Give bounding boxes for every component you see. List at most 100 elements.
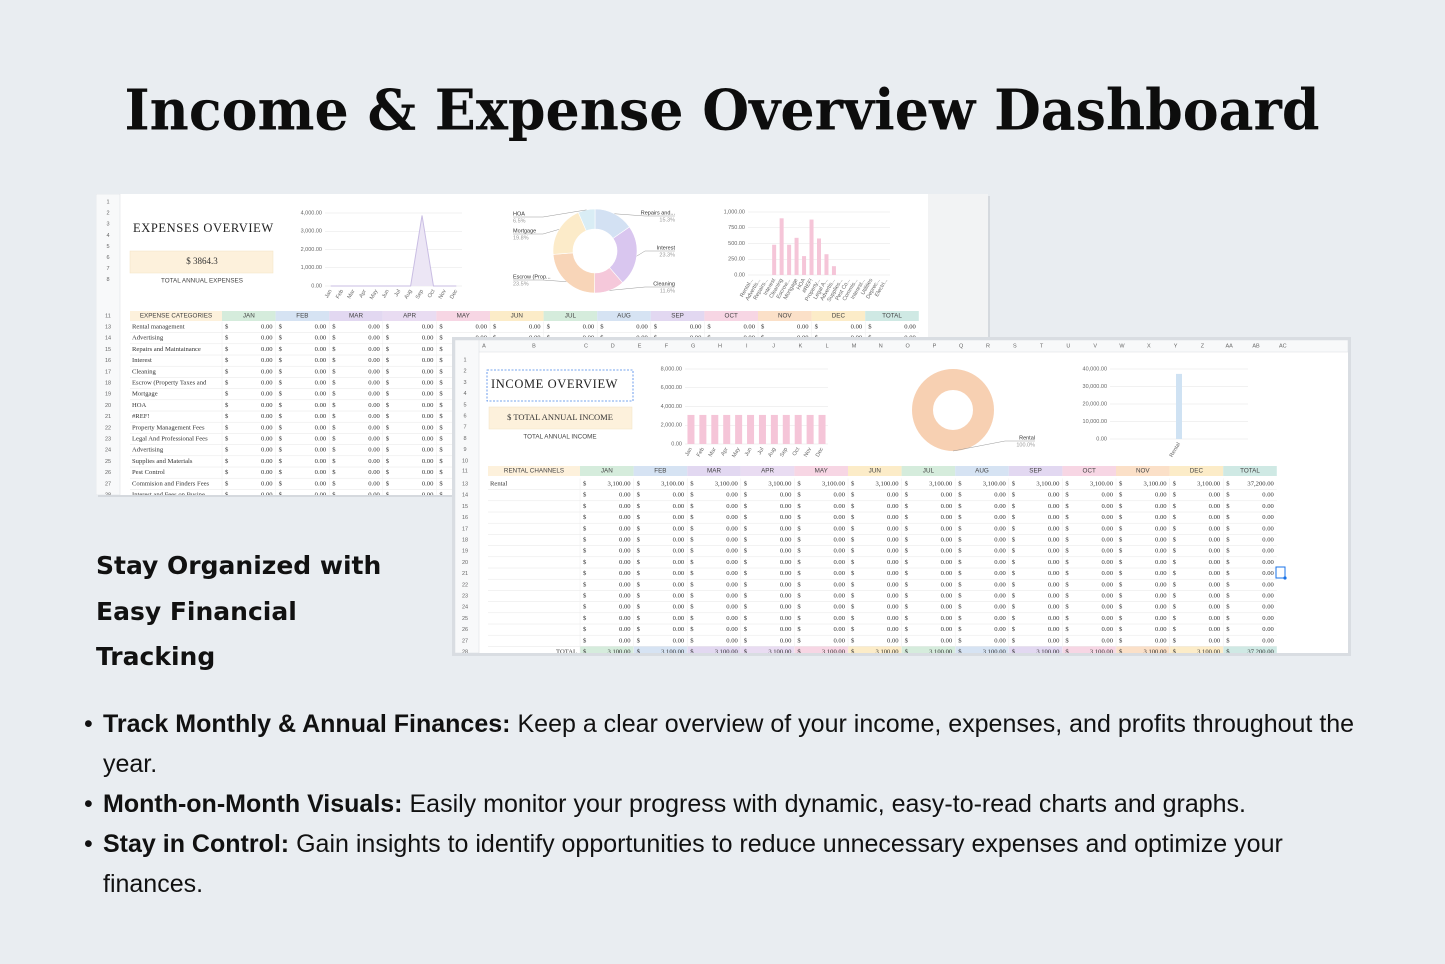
currency: $ <box>1226 615 1230 622</box>
currency: $ <box>1173 525 1177 532</box>
currency: $ <box>225 402 229 409</box>
currency: $ <box>279 324 283 331</box>
cell-value: 0.00 <box>1101 492 1113 499</box>
currency: $ <box>1173 503 1177 510</box>
x-tick-label: May <box>369 289 380 301</box>
currency: $ <box>690 548 694 555</box>
cell-value: 0.00 <box>619 503 631 510</box>
currency: $ <box>1119 604 1123 611</box>
cell-value: 0.00 <box>422 424 434 431</box>
cell-value: 0.00 <box>1101 570 1113 577</box>
cell-value: 0.00 <box>1048 525 1060 532</box>
cell-value: 0.00 <box>673 492 685 499</box>
currency: $ <box>637 525 641 532</box>
cell-value: 0.00 <box>887 503 899 510</box>
cell-value: 0.00 <box>1155 537 1167 544</box>
row-number: 13 <box>105 324 111 330</box>
cell-value: 0.00 <box>1101 626 1113 633</box>
row-number: 1 <box>463 357 466 363</box>
header-cell <box>811 311 866 321</box>
x-tick-label: Jun <box>381 289 391 300</box>
column-letter: Y <box>1174 343 1178 349</box>
header-cell <box>848 466 902 476</box>
bar <box>794 237 799 275</box>
row-number: 27 <box>105 481 111 487</box>
cell-value: 0.00 <box>1048 637 1060 644</box>
cell-value: 3,100.00 <box>1197 481 1221 488</box>
column-header: NOV <box>778 313 792 320</box>
bar <box>770 414 778 444</box>
currency: $ <box>493 324 497 331</box>
currency: $ <box>279 424 283 431</box>
currency: $ <box>1173 514 1177 521</box>
leader-line <box>636 250 675 257</box>
slice-label: 100.0% <box>1016 442 1035 448</box>
cell-value: 0.00 <box>726 503 738 510</box>
bar <box>1176 373 1182 439</box>
currency: $ <box>332 324 336 331</box>
currency: $ <box>797 559 801 566</box>
cell-value: 0.00 <box>1209 581 1221 588</box>
header-cell <box>955 466 1009 476</box>
cell-value: 0.00 <box>726 492 738 499</box>
currency: $ <box>744 503 748 510</box>
title-box <box>486 369 634 402</box>
currency: $ <box>1173 649 1177 656</box>
leader-line <box>609 286 675 291</box>
cell-value: 0.00 <box>833 492 845 499</box>
cell-value: 0.00 <box>1101 604 1113 611</box>
cell-value: 0.00 <box>726 604 738 611</box>
row-number: 3 <box>106 222 109 228</box>
currency: $ <box>279 436 283 443</box>
currency: $ <box>690 570 694 577</box>
currency: $ <box>1119 492 1123 499</box>
currency: $ <box>1119 570 1123 577</box>
currency: $ <box>1119 559 1123 566</box>
cell-value: 0.00 <box>368 391 380 398</box>
currency: $ <box>332 424 336 431</box>
total-cell <box>1169 646 1224 653</box>
total-cell <box>633 646 688 653</box>
cell-value: 0.00 <box>1155 503 1167 510</box>
currency: $ <box>225 424 229 431</box>
cell-value: 0.00 <box>673 604 685 611</box>
currency: $ <box>225 357 229 364</box>
cell-value: 0.00 <box>315 346 327 353</box>
cell-value: 0.00 <box>1262 537 1274 544</box>
bar <box>711 414 719 444</box>
currency: $ <box>583 537 587 544</box>
header-cell <box>901 466 956 476</box>
row-number: 23 <box>105 436 111 442</box>
currency: $ <box>386 402 390 409</box>
column-letter: P <box>933 343 937 349</box>
column-letter: N <box>879 343 883 349</box>
row-number: 24 <box>105 448 111 454</box>
cell-value: 0.00 <box>1262 559 1274 566</box>
slice-name: Mortgage <box>513 228 536 234</box>
currency: $ <box>958 637 962 644</box>
column-letter: S <box>1013 343 1017 349</box>
cell-value: 0.00 <box>887 604 899 611</box>
column-letter: K <box>799 343 803 349</box>
column-header: JAN <box>601 468 613 475</box>
cell-value: 0.00 <box>726 548 738 555</box>
cell-value: 0.00 <box>422 436 434 443</box>
y-tick-label: 0.00 <box>311 283 322 289</box>
feature-text: Keep a clear overview of your income, ex… <box>103 710 1355 778</box>
total-value: $ TOTAL ANNUAL INCOME <box>507 412 613 422</box>
x-tick-label: Apr <box>720 447 730 458</box>
currency: $ <box>332 357 336 364</box>
header-cell <box>597 311 651 321</box>
cell-value: 0.00 <box>1048 537 1060 544</box>
bar <box>758 414 766 444</box>
row-number: 18 <box>462 537 468 543</box>
currency: $ <box>1226 581 1230 588</box>
cell-value: 0.00 <box>422 402 434 409</box>
currency: $ <box>654 324 658 331</box>
currency: $ <box>583 593 587 600</box>
column-header: MAY <box>815 468 829 475</box>
currency: $ <box>439 346 443 353</box>
currency: $ <box>905 525 909 532</box>
cell-value: 0.00 <box>726 514 738 521</box>
